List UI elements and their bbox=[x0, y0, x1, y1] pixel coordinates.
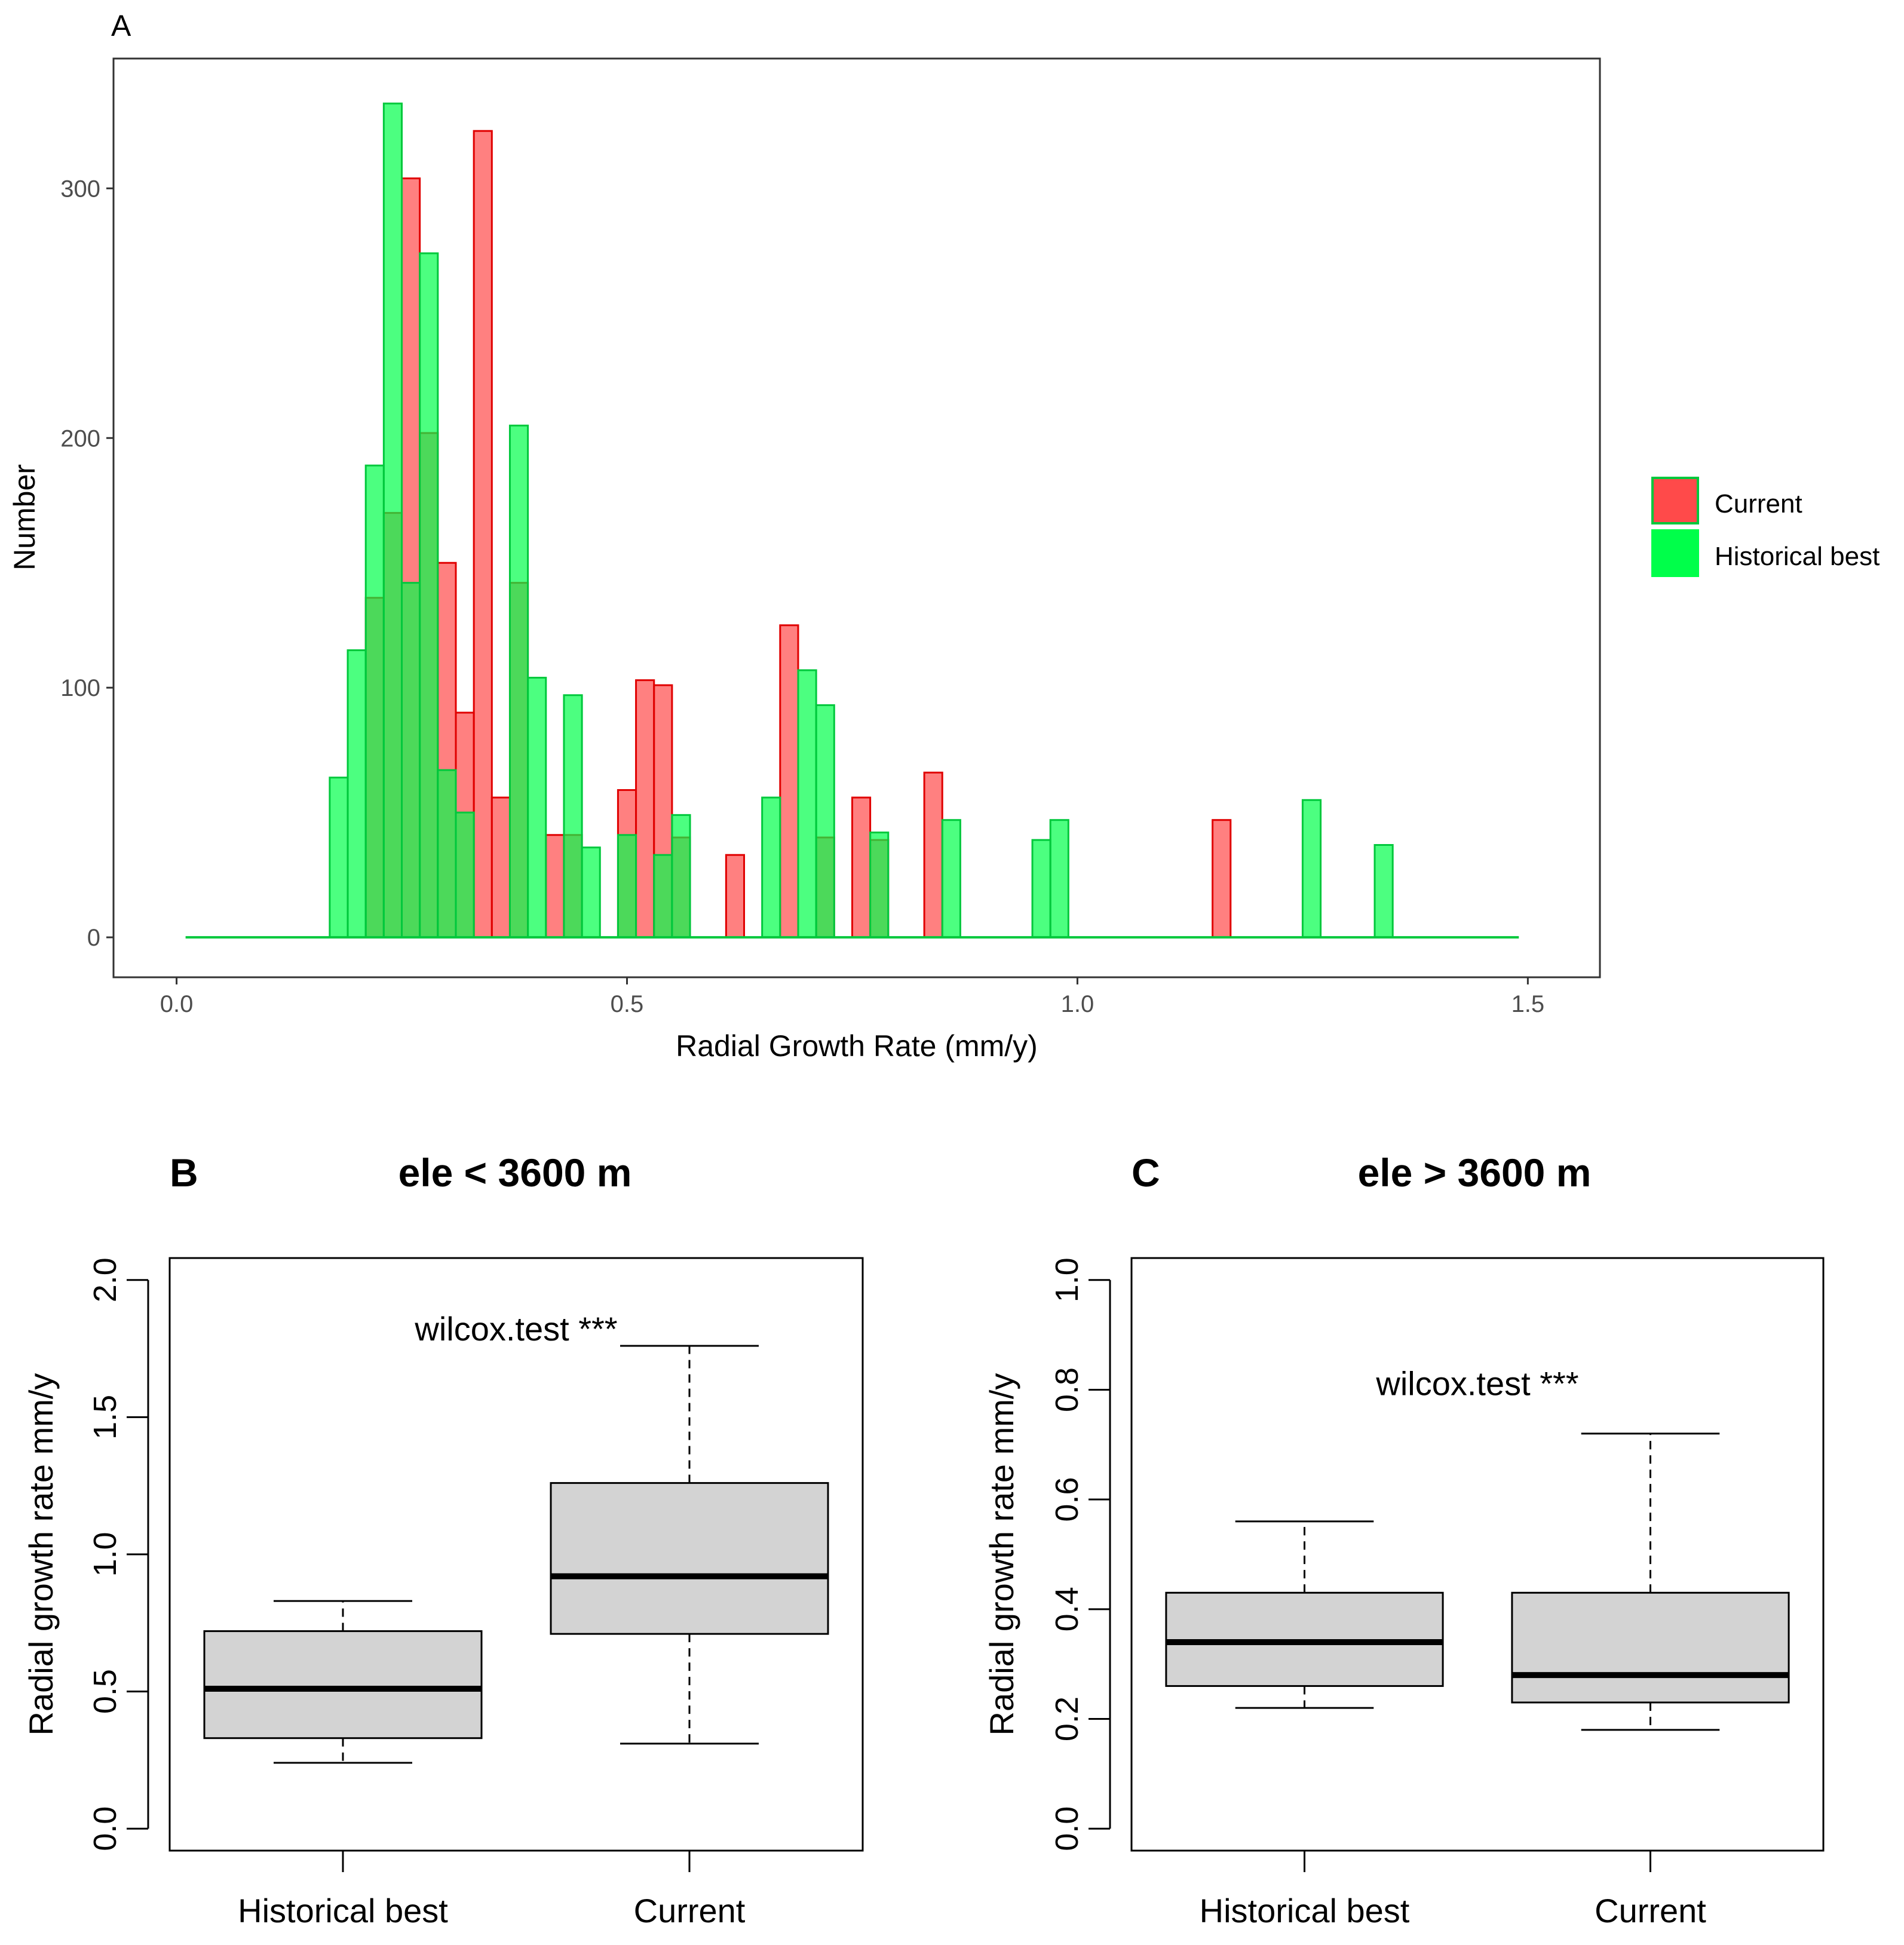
x-tick-label: 1.5 bbox=[1511, 991, 1545, 1017]
legend-swatch-current bbox=[1651, 477, 1699, 524]
significance-annotation: wilcox.test *** bbox=[1375, 1365, 1578, 1403]
y-tick-label: 0 bbox=[87, 925, 100, 951]
y-tick-label: 0.0 bbox=[1049, 1806, 1085, 1851]
histogram-bars bbox=[185, 102, 1519, 939]
boxplot-body bbox=[1165, 1432, 1790, 1731]
bar-current bbox=[725, 854, 746, 938]
y-tick-label: 200 bbox=[60, 425, 100, 452]
significance-annotation: wilcox.test *** bbox=[414, 1310, 617, 1348]
x-tick-label: Historical best bbox=[1200, 1892, 1410, 1929]
y-tick-label: 1.0 bbox=[1049, 1257, 1085, 1302]
y-axis-title: Number bbox=[8, 464, 41, 570]
bar-historical-best bbox=[1301, 799, 1322, 938]
bar-current bbox=[851, 796, 872, 938]
x-tick-label: Historical best bbox=[238, 1892, 448, 1929]
bar-current bbox=[635, 679, 655, 938]
bar-historical-best bbox=[1373, 843, 1394, 938]
bar-historical-best bbox=[401, 582, 421, 938]
bar-historical-best bbox=[797, 669, 817, 938]
x-tick-label: Current bbox=[1595, 1892, 1706, 1929]
bar-current bbox=[923, 771, 943, 938]
bar-historical-best bbox=[437, 769, 457, 938]
plot-frame bbox=[1130, 1257, 1825, 1852]
x-tick-label: 0.0 bbox=[160, 991, 194, 1017]
x-tick-label: 0.5 bbox=[611, 991, 644, 1017]
legend-label-historical-best: Historical best bbox=[1715, 542, 1880, 571]
bar-historical-best bbox=[815, 704, 835, 938]
bar-historical-best bbox=[508, 424, 529, 938]
panel-label: B bbox=[170, 1151, 198, 1195]
y-tick-label: 0.5 bbox=[87, 1669, 123, 1714]
y-axis-title: Radial growth rate mm/y bbox=[983, 1373, 1020, 1736]
y-tick-label: 1.5 bbox=[87, 1395, 123, 1440]
bar-historical-best bbox=[563, 694, 583, 938]
bar-current bbox=[473, 130, 493, 938]
y-tick-label: 300 bbox=[60, 176, 100, 202]
bar-historical-best bbox=[1049, 819, 1069, 938]
bar-historical-best bbox=[1031, 839, 1051, 938]
boxplot-body bbox=[203, 1345, 829, 1764]
y-tick-label: 2.0 bbox=[87, 1257, 123, 1302]
bar-historical-best bbox=[581, 846, 601, 938]
bar-historical-best bbox=[941, 819, 961, 938]
bar-current bbox=[779, 624, 799, 938]
y-axis-title: Radial growth rate mm/y bbox=[22, 1373, 60, 1736]
boxplot-axes: Historical best Current 0.0 0.2 0.4 0.6 0.8 1.0 bbox=[1049, 1257, 1706, 1929]
panel-title: ele > 3600 m bbox=[1358, 1151, 1592, 1195]
x-tick-label: Current bbox=[634, 1892, 746, 1929]
histogram-panel: A 0.0 0.5 1.0 1.5 0 100 200 300 Radial Growth R… bbox=[8, 9, 1880, 1063]
plot-frame bbox=[168, 1257, 864, 1852]
panel-title: ele < 3600 m bbox=[398, 1151, 632, 1195]
bar-current bbox=[1212, 819, 1232, 938]
legend: Current Historical best bbox=[1651, 477, 1880, 577]
legend-swatch-historical-best bbox=[1651, 529, 1699, 577]
bar-historical-best bbox=[419, 252, 439, 938]
y-tick-label: 0.4 bbox=[1049, 1587, 1085, 1631]
bar-historical-best bbox=[527, 676, 547, 938]
panel-label: A bbox=[111, 9, 131, 42]
bar-historical-best bbox=[869, 832, 890, 938]
boxplot-panel-low-elevation: B ele < 3600 m Historical best Current 0.0… bbox=[22, 1151, 864, 1929]
bar-historical-best bbox=[653, 854, 673, 938]
histogram-axes: 0.0 0.5 1.0 1.5 0 100 200 300 bbox=[60, 176, 1544, 1017]
box-iqr bbox=[1511, 1591, 1790, 1704]
x-axis-title: Radial Growth Rate (mm/y) bbox=[676, 1029, 1038, 1063]
boxplot-axes: Historical best Current 0.0 0.5 1.0 1.5 2.0 bbox=[87, 1257, 746, 1929]
legend-label-current: Current bbox=[1715, 489, 1802, 519]
y-tick-label: 0.8 bbox=[1049, 1367, 1085, 1412]
box-iqr bbox=[203, 1630, 483, 1740]
panel-label: C bbox=[1132, 1151, 1160, 1195]
bar-historical-best bbox=[329, 777, 349, 938]
boxplot-panel-high-elevation: C ele > 3600 m Historical best Current 0.0… bbox=[983, 1151, 1825, 1929]
bar-historical-best bbox=[382, 102, 403, 938]
y-tick-label: 0.6 bbox=[1049, 1477, 1085, 1522]
box-iqr bbox=[550, 1482, 829, 1635]
y-tick-label: 100 bbox=[60, 675, 100, 701]
bar-historical-best bbox=[617, 834, 637, 938]
bar-historical-best bbox=[671, 814, 691, 938]
x-tick-label: 1.0 bbox=[1061, 991, 1094, 1017]
y-tick-label: 0.0 bbox=[87, 1806, 123, 1851]
y-tick-label: 1.0 bbox=[87, 1532, 123, 1576]
bar-current bbox=[490, 796, 511, 938]
bar-historical-best bbox=[761, 796, 781, 938]
bar-historical-best bbox=[364, 464, 385, 938]
bar-historical-best bbox=[347, 649, 367, 938]
plot-frame bbox=[112, 57, 1601, 978]
bar-historical-best bbox=[455, 811, 475, 938]
y-tick-label: 0.2 bbox=[1049, 1696, 1085, 1741]
bar-current bbox=[545, 834, 565, 938]
